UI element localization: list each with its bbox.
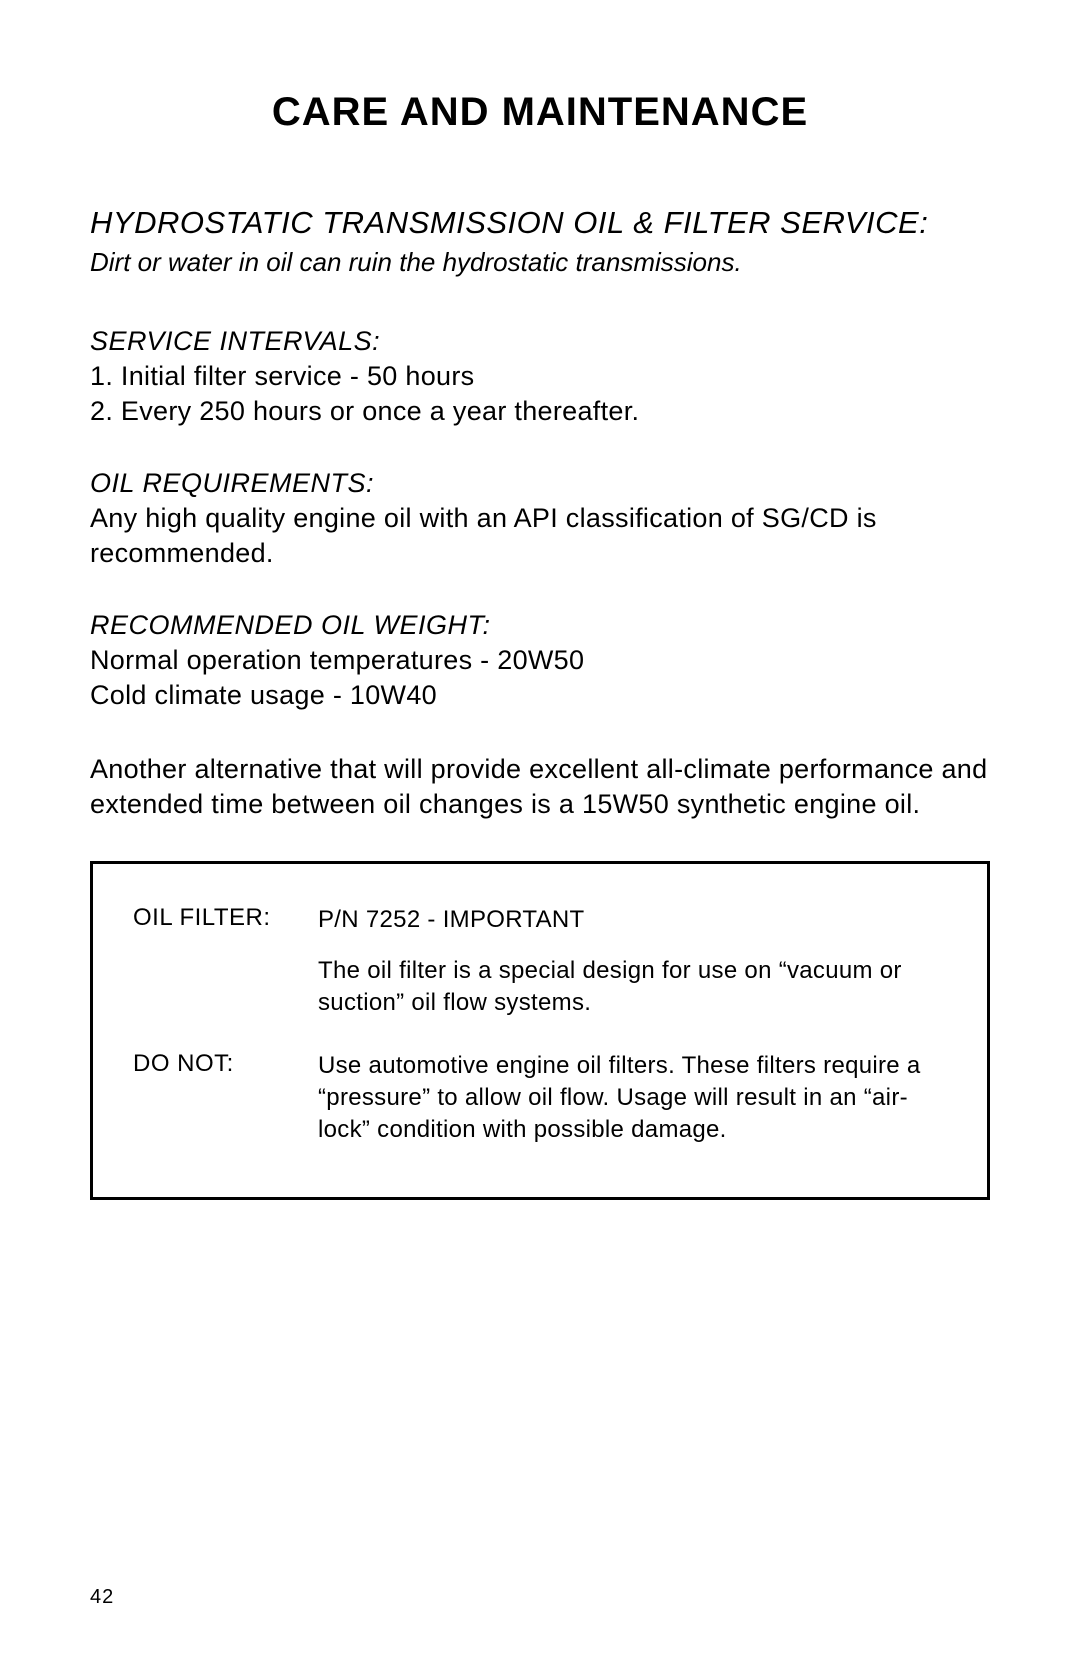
page-title: CARE AND MAINTENANCE xyxy=(90,90,990,135)
oil-filter-body: P/N 7252 - IMPORTANT The oil filter is a… xyxy=(318,904,947,1019)
oil-weight-alt-block: Another alternative that will provide ex… xyxy=(90,752,990,821)
do-not-label: DO NOT: xyxy=(133,1050,318,1147)
section-note: Dirt or water in oil can ruin the hydros… xyxy=(90,247,990,278)
oil-filter-label: OIL FILTER: xyxy=(133,904,318,1019)
section-heading: HYDROSTATIC TRANSMISSION OIL & FILTER SE… xyxy=(90,205,990,241)
do-not-body: Use automotive engine oil filters. These… xyxy=(318,1050,947,1147)
oil-requirements-text: Any high quality engine oil with an API … xyxy=(90,501,990,570)
info-row-do-not: DO NOT: Use automotive engine oil filter… xyxy=(133,1050,947,1147)
oil-weight-alt-text: Another alternative that will provide ex… xyxy=(90,752,990,821)
oil-requirements-block: OIL REQUIREMENTS: Any high quality engin… xyxy=(90,468,990,570)
info-box: OIL FILTER: P/N 7252 - IMPORTANT The oil… xyxy=(90,861,990,1199)
service-intervals-block: SERVICE INTERVALS: 1. Initial filter ser… xyxy=(90,326,990,428)
oil-filter-lead: P/N 7252 - IMPORTANT xyxy=(318,904,947,936)
oil-requirements-heading: OIL REQUIREMENTS: xyxy=(90,468,990,499)
oil-weight-heading: RECOMMENDED OIL WEIGHT: xyxy=(90,610,990,641)
service-intervals-item-2: 2. Every 250 hours or once a year therea… xyxy=(90,394,990,429)
service-intervals-heading: SERVICE INTERVALS: xyxy=(90,326,990,357)
oil-weight-line-1: Normal operation temperatures - 20W50 xyxy=(90,643,990,678)
info-row-oil-filter: OIL FILTER: P/N 7252 - IMPORTANT The oil… xyxy=(133,904,947,1019)
oil-filter-text: The oil filter is a special design for u… xyxy=(318,957,902,1016)
service-intervals-item-1: 1. Initial filter service - 50 hours xyxy=(90,359,990,394)
oil-weight-line-2: Cold climate usage - 10W40 xyxy=(90,678,990,713)
page-number: 42 xyxy=(90,1586,114,1609)
oil-weight-block: RECOMMENDED OIL WEIGHT: Normal operation… xyxy=(90,610,990,712)
section-header: HYDROSTATIC TRANSMISSION OIL & FILTER SE… xyxy=(90,205,990,278)
do-not-text: Use automotive engine oil filters. These… xyxy=(318,1052,921,1144)
